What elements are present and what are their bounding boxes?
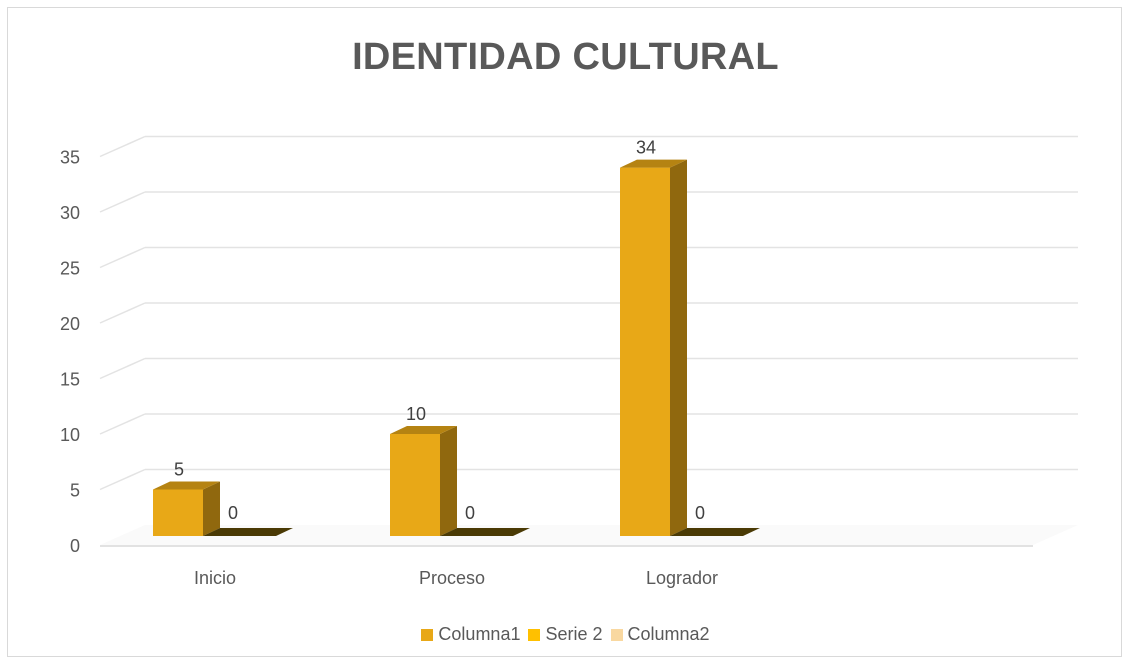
legend-label: Columna2 <box>627 624 710 644</box>
gridline <box>99 468 1078 491</box>
floor-plane <box>100 525 1078 545</box>
data-labels: 5 10 34 0 0 0 <box>174 138 705 523</box>
data-label: 34 <box>636 138 656 158</box>
chart-frame <box>7 7 1122 657</box>
x-tick-label: Logrador <box>646 568 718 588</box>
y-tick-label: 10 <box>60 425 80 445</box>
gridline <box>99 246 1078 269</box>
gridlines <box>99 135 1078 491</box>
data-label: 5 <box>174 460 184 480</box>
y-tick-label: 30 <box>60 203 80 223</box>
bars <box>153 159 760 536</box>
y-tick-label: 20 <box>60 314 80 334</box>
x-axis-ticks: Inicio Proceso Logrador <box>194 568 718 588</box>
y-tick-label: 15 <box>60 370 80 390</box>
legend-item: Columna1 <box>421 624 520 645</box>
bar <box>390 426 457 536</box>
gridline <box>99 357 1078 380</box>
legend-swatch <box>528 628 541 641</box>
bar <box>620 159 687 536</box>
gridline <box>99 191 1078 213</box>
x-tick-label: Inicio <box>194 568 236 588</box>
gridline <box>99 302 1078 324</box>
y-tick-label: 5 <box>70 481 80 501</box>
bar <box>440 528 530 536</box>
x-tick-label: Proceso <box>419 568 485 588</box>
data-label: 0 <box>228 503 238 523</box>
legend-item: Columna2 <box>610 624 710 645</box>
data-label: 10 <box>406 404 426 424</box>
y-tick-label: 0 <box>70 536 80 556</box>
legend-item: Serie 2 <box>528 624 603 645</box>
bar <box>203 528 293 536</box>
chart-floor <box>100 525 1078 547</box>
data-label: 0 <box>695 503 705 523</box>
legend-label: Columna1 <box>438 624 521 644</box>
legend: Columna1 Serie 2 Columna2 <box>0 624 1131 646</box>
chart-title: IDENTIDAD CULTURAL <box>352 36 779 78</box>
gridline <box>99 135 1078 158</box>
gridline <box>99 413 1078 435</box>
y-tick-label: 25 <box>60 259 80 279</box>
legend-swatch <box>610 628 623 641</box>
y-axis-ticks: 0 5 10 15 20 25 30 35 <box>60 148 80 557</box>
legend-label: Serie 2 <box>545 624 603 644</box>
data-label: 0 <box>465 503 475 523</box>
legend-swatch <box>421 628 434 641</box>
y-tick-label: 35 <box>60 148 80 168</box>
bar <box>153 481 220 536</box>
bar <box>670 528 760 536</box>
